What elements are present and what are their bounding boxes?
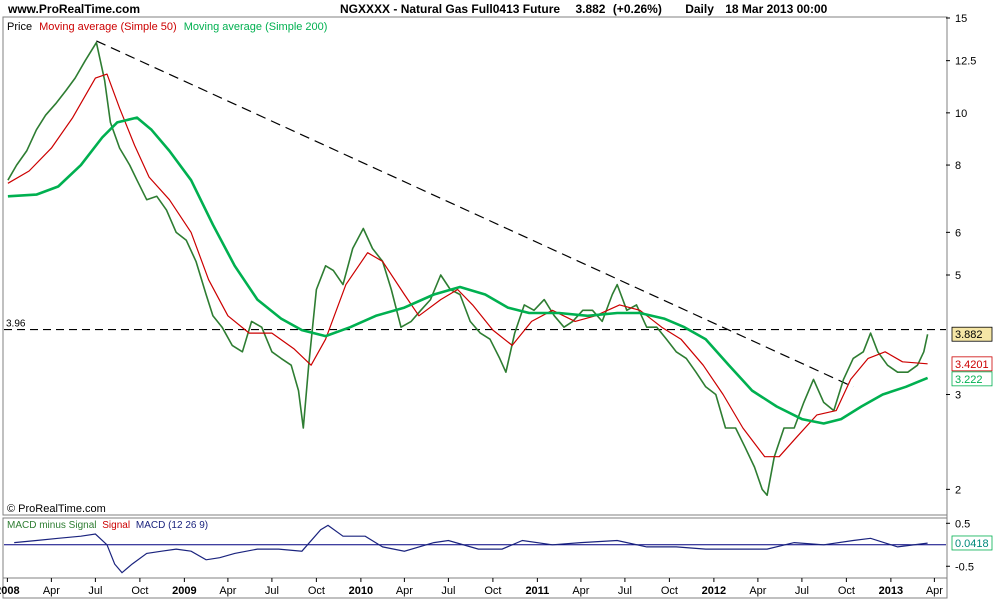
legend-ma50: Moving average (Simple 50) bbox=[39, 21, 177, 33]
price-y-tick-label: 5 bbox=[955, 270, 961, 282]
macd-layer bbox=[4, 524, 946, 574]
period-label: Daily bbox=[685, 2, 714, 16]
last-price-tag-box bbox=[951, 326, 993, 342]
x-tick-label: Jul bbox=[441, 585, 455, 597]
last-ma200-tag-box bbox=[951, 371, 993, 387]
x-tick-label: Jul bbox=[88, 585, 102, 597]
trend-line bbox=[96, 40, 854, 388]
last-macd-tag-label: 0.0418 bbox=[955, 538, 989, 550]
x-tick-label: Oct bbox=[484, 585, 501, 597]
instrument-label: Natural Gas Full0413 Future bbox=[401, 2, 561, 16]
watermark: © ProRealTime.com bbox=[7, 503, 106, 515]
macd-y-tick-label: -0.5 bbox=[955, 561, 974, 573]
x-tick-label: 2013 bbox=[879, 585, 903, 597]
x-tick-label: 2011 bbox=[525, 585, 549, 597]
price-y-tick-label: 2 bbox=[955, 484, 961, 496]
last-ma50-tag-box bbox=[951, 356, 993, 372]
datetime-label: 18 Mar 2013 00:00 bbox=[725, 2, 827, 16]
axis-layer: 15 12.5 10 8 6 5 3 2 3.882 3.4201 3.222 0.5 -0.5 0.04… bbox=[0, 13, 993, 597]
price-y-tick-label: 8 bbox=[955, 160, 961, 172]
price-y-tick-label: 6 bbox=[955, 227, 961, 239]
x-tick-label: Apr bbox=[749, 585, 766, 597]
macd-line bbox=[14, 524, 928, 574]
x-tick-label: Apr bbox=[926, 585, 943, 597]
change-label: (+0.26%) bbox=[613, 2, 662, 16]
x-tick-label: Apr bbox=[396, 585, 413, 597]
x-tick-label: Jul bbox=[618, 585, 632, 597]
x-tick-label: Apr bbox=[43, 585, 60, 597]
x-tick-label: Jul bbox=[265, 585, 279, 597]
last-macd-tag-box bbox=[951, 535, 993, 551]
chart-title: NGXXXX - Natural Gas Full0413 Future 3.8… bbox=[340, 2, 828, 16]
x-tick-label: 2012 bbox=[702, 585, 726, 597]
price-y-tick-label: 3 bbox=[955, 390, 961, 402]
macd-title-macd: MACD (12 26 9) bbox=[136, 520, 208, 531]
x-tick-label: Apr bbox=[219, 585, 236, 597]
x-tick-label: Apr bbox=[572, 585, 589, 597]
site-label: www.ProRealTime.com bbox=[7, 2, 140, 16]
legend-price: Price bbox=[7, 21, 32, 33]
last-price-label: 3.882 bbox=[575, 2, 605, 16]
last-ma200-tag-label: 3.222 bbox=[955, 374, 983, 386]
macd-y-tick-label: 0.5 bbox=[955, 518, 970, 530]
price-y-tick-label: 12.5 bbox=[955, 56, 976, 68]
ma200-line bbox=[7, 116, 929, 425]
macd-title: MACD minus Signal Signal MACD (12 26 9) bbox=[7, 520, 208, 531]
last-ma50-tag-label: 3.4201 bbox=[955, 359, 989, 371]
x-tick-label: 2009 bbox=[172, 585, 196, 597]
ma50-line bbox=[7, 73, 928, 458]
title-sep: - bbox=[393, 2, 400, 16]
price-line bbox=[7, 41, 929, 497]
x-tick-label: 2010 bbox=[349, 585, 373, 597]
x-tick-label: Oct bbox=[661, 585, 678, 597]
legend: Price Moving average (Simple 50) Moving … bbox=[7, 21, 327, 33]
price-y-tick-label: 15 bbox=[955, 13, 967, 25]
x-tick-label: Jul bbox=[795, 585, 809, 597]
x-tick-label: Oct bbox=[131, 585, 148, 597]
x-tick-label: Oct bbox=[838, 585, 855, 597]
macd-title-signal: Signal bbox=[102, 520, 130, 531]
price-layer: 3.96 bbox=[4, 40, 946, 497]
x-tick-label: Oct bbox=[308, 585, 325, 597]
price-y-tick-label: 10 bbox=[955, 108, 967, 120]
macd-title-hist: MACD minus Signal bbox=[7, 520, 96, 531]
x-tick-label: 2008 bbox=[0, 585, 20, 597]
symbol-label: NGXXXX bbox=[340, 2, 390, 16]
level-line-label: 3.96 bbox=[6, 319, 26, 330]
last-price-tag-label: 3.882 bbox=[955, 329, 983, 341]
legend-ma200: Moving average (Simple 200) bbox=[184, 21, 328, 33]
